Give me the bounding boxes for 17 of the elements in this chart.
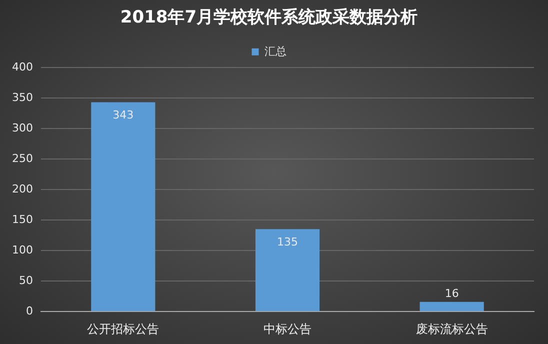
y-tick-label: 400 xyxy=(12,60,33,74)
y-tick-label: 250 xyxy=(12,152,33,165)
y-tick-label: 300 xyxy=(12,121,33,134)
x-tick-label: 中标公告 xyxy=(264,322,312,336)
y-tick-label: 150 xyxy=(12,212,33,226)
y-tick-label: 350 xyxy=(12,90,33,104)
y-tick-label: 0 xyxy=(26,304,33,318)
x-tick-label: 废标流标公告 xyxy=(416,322,488,336)
chart-title: 2018年7月学校软件系统政采数据分析 xyxy=(120,8,418,28)
legend-label: 汇总 xyxy=(264,44,286,58)
data-label: 135 xyxy=(277,236,298,249)
y-tick-label: 100 xyxy=(12,243,33,256)
data-label: 343 xyxy=(112,108,134,122)
data-label: 16 xyxy=(444,287,459,300)
x-tick-label: 公开招标公告 xyxy=(87,322,160,336)
y-tick-label: 50 xyxy=(18,274,33,287)
y-tick-label: 200 xyxy=(12,182,33,196)
